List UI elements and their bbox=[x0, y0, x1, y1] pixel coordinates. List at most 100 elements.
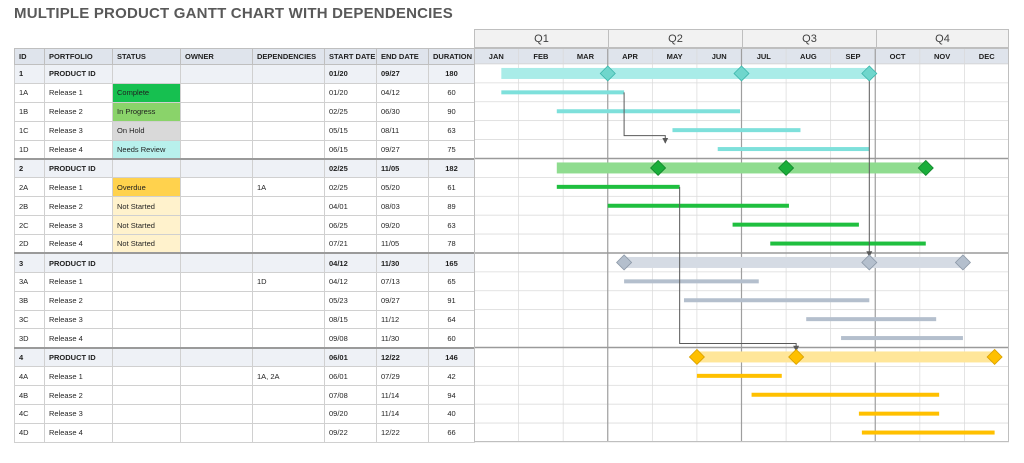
cell-id[interactable]: 2A bbox=[14, 177, 45, 198]
cell-dependencies[interactable] bbox=[252, 101, 325, 122]
release-row[interactable]: 1A Release 1 Complete 01/20 04/12 60 bbox=[14, 82, 475, 103]
cell-status[interactable] bbox=[112, 290, 181, 311]
cell-start-date[interactable]: 02/25 bbox=[324, 177, 377, 198]
cell-status[interactable] bbox=[112, 366, 181, 387]
cell-start-date[interactable]: 09/08 bbox=[324, 328, 377, 349]
cell-owner[interactable] bbox=[180, 101, 253, 122]
cell-id[interactable]: 4B bbox=[14, 385, 45, 406]
cell-end-date[interactable]: 07/29 bbox=[376, 366, 429, 387]
cell-portfolio[interactable]: Release 3 bbox=[44, 120, 113, 141]
cell-status[interactable] bbox=[112, 309, 181, 330]
cell-duration[interactable]: 65 bbox=[428, 271, 475, 292]
cell-duration[interactable]: 90 bbox=[428, 101, 475, 122]
cell-owner[interactable] bbox=[180, 271, 253, 292]
cell-start-date[interactable]: 05/15 bbox=[324, 120, 377, 141]
cell-status[interactable]: Needs Review bbox=[112, 139, 181, 160]
cell-dependencies[interactable] bbox=[252, 385, 325, 406]
cell-dependencies[interactable] bbox=[252, 422, 325, 443]
cell-id[interactable]: 4C bbox=[14, 404, 45, 424]
cell-start-date[interactable]: 08/15 bbox=[324, 309, 377, 330]
cell-duration[interactable]: 182 bbox=[428, 157, 475, 179]
cell-portfolio[interactable]: Release 4 bbox=[44, 422, 113, 443]
cell-owner[interactable] bbox=[180, 346, 253, 368]
product-row[interactable]: 4 PRODUCT ID 06/01 12/22 146 bbox=[14, 346, 475, 368]
cell-start-date[interactable]: 02/25 bbox=[324, 101, 377, 122]
cell-status[interactable] bbox=[112, 157, 181, 179]
cell-end-date[interactable]: 04/12 bbox=[376, 82, 429, 103]
cell-duration[interactable]: 60 bbox=[428, 328, 475, 349]
release-row[interactable]: 3D Release 4 09/08 11/30 60 bbox=[14, 328, 475, 349]
cell-portfolio[interactable]: Release 1 bbox=[44, 366, 113, 387]
cell-start-date[interactable]: 04/01 bbox=[324, 196, 377, 217]
cell-start-date[interactable]: 04/12 bbox=[324, 271, 377, 292]
cell-status[interactable]: In Progress bbox=[112, 101, 181, 122]
cell-dependencies[interactable] bbox=[252, 215, 325, 236]
cell-id[interactable]: 3B bbox=[14, 290, 45, 311]
cell-duration[interactable]: 75 bbox=[428, 139, 475, 160]
cell-end-date[interactable]: 09/20 bbox=[376, 215, 429, 236]
cell-owner[interactable] bbox=[180, 177, 253, 198]
cell-portfolio[interactable]: Release 4 bbox=[44, 328, 113, 349]
cell-status[interactable]: Not Started bbox=[112, 196, 181, 217]
cell-end-date[interactable]: 11/12 bbox=[376, 309, 429, 330]
cell-duration[interactable]: 63 bbox=[428, 120, 475, 141]
cell-end-date[interactable]: 09/27 bbox=[376, 64, 429, 84]
cell-portfolio[interactable]: Release 1 bbox=[44, 271, 113, 292]
cell-id[interactable]: 4D bbox=[14, 422, 45, 443]
cell-id[interactable]: 1D bbox=[14, 139, 45, 160]
cell-status[interactable]: Complete bbox=[112, 82, 181, 103]
cell-portfolio[interactable]: PRODUCT ID bbox=[44, 64, 113, 84]
cell-status[interactable] bbox=[112, 271, 181, 292]
cell-dependencies[interactable] bbox=[252, 309, 325, 330]
cell-duration[interactable]: 180 bbox=[428, 64, 475, 84]
release-row[interactable]: 4B Release 2 07/08 11/14 94 bbox=[14, 385, 475, 406]
cell-start-date[interactable]: 06/15 bbox=[324, 139, 377, 160]
cell-portfolio[interactable]: Release 3 bbox=[44, 404, 113, 424]
cell-owner[interactable] bbox=[180, 252, 253, 273]
cell-status[interactable] bbox=[112, 385, 181, 406]
cell-owner[interactable] bbox=[180, 139, 253, 160]
release-row[interactable]: 2A Release 1 Overdue 1A 02/25 05/20 61 bbox=[14, 177, 475, 198]
cell-owner[interactable] bbox=[180, 309, 253, 330]
cell-id[interactable]: 4 bbox=[14, 346, 45, 368]
cell-duration[interactable]: 94 bbox=[428, 385, 475, 406]
cell-portfolio[interactable]: Release 2 bbox=[44, 385, 113, 406]
cell-start-date[interactable]: 01/20 bbox=[324, 82, 377, 103]
cell-id[interactable]: 1 bbox=[14, 64, 45, 84]
cell-dependencies[interactable] bbox=[252, 120, 325, 141]
release-row[interactable]: 4C Release 3 09/20 11/14 40 bbox=[14, 404, 475, 424]
release-row[interactable]: 3A Release 1 1D 04/12 07/13 65 bbox=[14, 271, 475, 292]
cell-portfolio[interactable]: Release 3 bbox=[44, 309, 113, 330]
cell-id[interactable]: 2C bbox=[14, 215, 45, 236]
cell-status[interactable] bbox=[112, 328, 181, 349]
cell-portfolio[interactable]: Release 2 bbox=[44, 196, 113, 217]
cell-dependencies[interactable] bbox=[252, 346, 325, 368]
cell-id[interactable]: 3C bbox=[14, 309, 45, 330]
cell-dependencies[interactable]: 1A, 2A bbox=[252, 366, 325, 387]
cell-duration[interactable]: 165 bbox=[428, 252, 475, 273]
release-row[interactable]: 1B Release 2 In Progress 02/25 06/30 90 bbox=[14, 101, 475, 122]
cell-dependencies[interactable]: 1D bbox=[252, 271, 325, 292]
cell-end-date[interactable]: 11/05 bbox=[376, 157, 429, 179]
cell-status[interactable]: On Hold bbox=[112, 120, 181, 141]
cell-id[interactable]: 1B bbox=[14, 101, 45, 122]
cell-owner[interactable] bbox=[180, 422, 253, 443]
cell-end-date[interactable]: 12/22 bbox=[376, 346, 429, 368]
release-row[interactable]: 2B Release 2 Not Started 04/01 08/03 89 bbox=[14, 196, 475, 217]
release-row[interactable]: 3B Release 2 05/23 09/27 91 bbox=[14, 290, 475, 311]
cell-dependencies[interactable] bbox=[252, 234, 325, 254]
cell-owner[interactable] bbox=[180, 385, 253, 406]
cell-owner[interactable] bbox=[180, 157, 253, 179]
cell-start-date[interactable]: 02/25 bbox=[324, 157, 377, 179]
cell-end-date[interactable]: 09/27 bbox=[376, 139, 429, 160]
cell-status[interactable] bbox=[112, 64, 181, 84]
cell-start-date[interactable]: 06/01 bbox=[324, 346, 377, 368]
release-row[interactable]: 1D Release 4 Needs Review 06/15 09/27 75 bbox=[14, 139, 475, 160]
cell-id[interactable]: 2 bbox=[14, 157, 45, 179]
release-row[interactable]: 2C Release 3 Not Started 06/25 09/20 63 bbox=[14, 215, 475, 236]
cell-status[interactable]: Overdue bbox=[112, 177, 181, 198]
release-row[interactable]: 3C Release 3 08/15 11/12 64 bbox=[14, 309, 475, 330]
product-row[interactable]: 1 PRODUCT ID 01/20 09/27 180 bbox=[14, 64, 475, 84]
cell-dependencies[interactable] bbox=[252, 64, 325, 84]
cell-owner[interactable] bbox=[180, 234, 253, 254]
